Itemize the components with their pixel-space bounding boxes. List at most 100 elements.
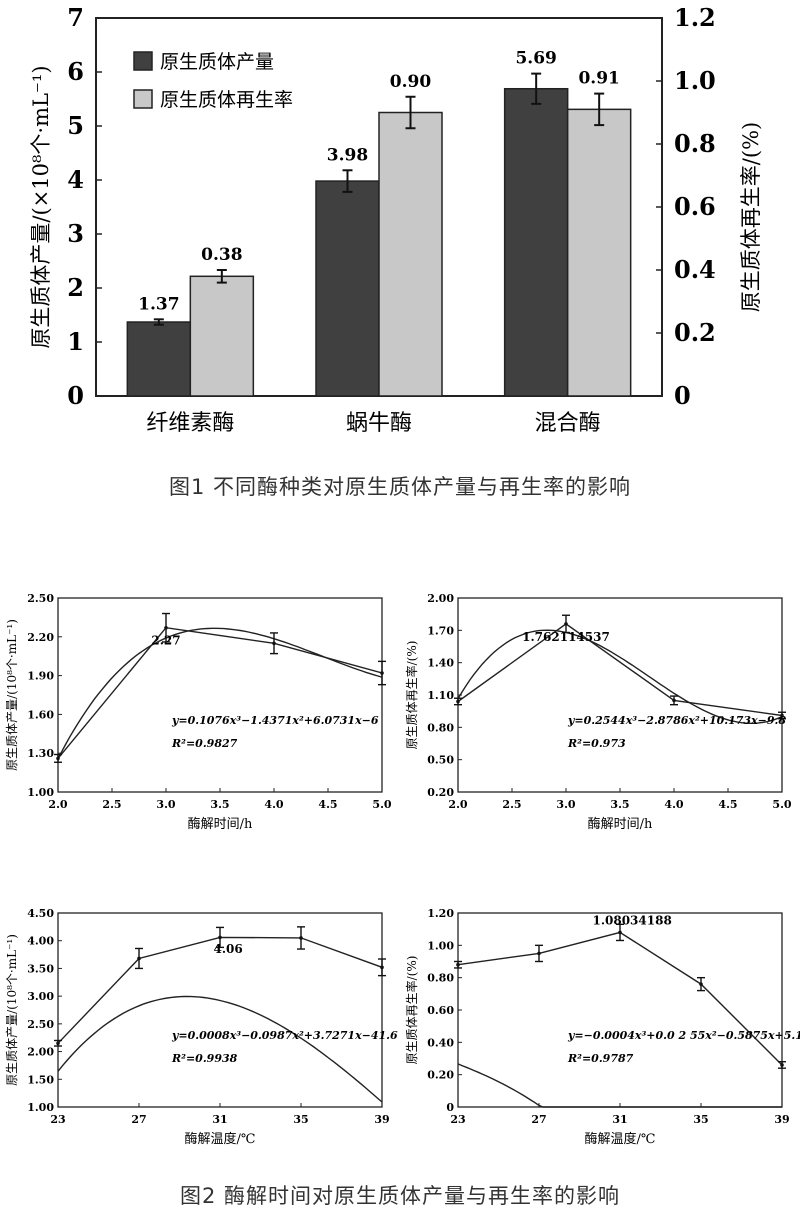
y-tick-label: 1.00 [27, 1101, 54, 1114]
x-tick-label: 4.0 [264, 798, 283, 811]
legend-label: 原生质体产量 [160, 51, 274, 73]
data-point [380, 965, 384, 970]
data-label: 5.69 [515, 49, 556, 69]
y-tick-label: 0.80 [427, 721, 454, 734]
y-tick-label: 5 [67, 111, 84, 140]
x-tick-label: 2.0 [48, 798, 67, 811]
x-tick-label: 23 [450, 1113, 465, 1126]
peak-annotation: 1.08034188 [592, 913, 671, 927]
data-label: 0.91 [578, 69, 619, 89]
y2-tick-label: 0.8 [674, 129, 716, 158]
bar [378, 111, 443, 397]
y-tick-label: 3.50 [27, 962, 54, 975]
figure2-caption: 图2 酶解时间对原生质体产量与再生率的影响 [179, 1184, 621, 1208]
x-tick-label: 混合酶 [535, 411, 601, 436]
y-tick-label: 1.50 [27, 1073, 54, 1086]
y-tick-label: 1.00 [427, 939, 454, 952]
y-tick-label: 0.60 [427, 1004, 454, 1017]
x-tick-label: 5.0 [772, 798, 791, 811]
x-tick-label: 27 [531, 1113, 546, 1126]
y-tick-label: 2.20 [27, 631, 54, 644]
fit-equation: y=0.1076x³−1.4371x²+6.0731x−6 [171, 714, 379, 727]
y-tick-label: 1.30 [27, 747, 54, 760]
fit-r-squared: R²=0.973 [567, 737, 626, 750]
x-tick-label: 39 [374, 1113, 389, 1126]
bar [315, 180, 380, 397]
y-tick-label: 1.20 [427, 907, 454, 920]
y-axis-label: 原生质体产量/(10⁸个·mL⁻¹) [5, 619, 19, 771]
fit-curve [457, 629, 783, 724]
data-point [380, 671, 384, 675]
peak-annotation: 1.762114537 [522, 630, 610, 644]
y-tick-label: 2 [67, 273, 84, 302]
x-tick-label: 2.5 [502, 798, 521, 811]
y-tick-label: 1.10 [427, 689, 454, 702]
fit-curve [457, 1063, 782, 1108]
y-tick-label: 7 [67, 3, 84, 32]
figure2-panel-temperature-yield: 1.00 1.50 2.00 2.50 3.00 3.50 4.00 4.50 23 27 31 35… [5, 907, 398, 1147]
bar [126, 321, 192, 397]
x-axis-label: 酶解时间/h [188, 816, 253, 832]
y-axis-label: 原生质体产量/(×10⁸个·mL⁻¹) [29, 65, 53, 348]
data-point [456, 699, 460, 704]
fit-curve [57, 995, 383, 1103]
data-label: 0.90 [390, 72, 432, 92]
y-tick-label: 4.00 [27, 935, 54, 948]
data-label: 3.98 [327, 145, 368, 165]
peak-annotation: 2.27 [151, 634, 180, 648]
y-tick-label: 2.50 [27, 592, 54, 605]
y-tick-label: 1 [67, 327, 84, 356]
data-line [457, 623, 783, 717]
data-label: 0.38 [201, 245, 242, 265]
y-tick-label: 3 [67, 219, 84, 248]
x-tick-label: 2.5 [102, 798, 121, 811]
y-tick-label: 2.00 [27, 1046, 54, 1059]
legend-swatch [133, 89, 153, 109]
y2-tick-label: 0.2 [674, 318, 716, 347]
y-axis-label: 原生质体产量/(10⁸个·mL⁻¹) [5, 934, 19, 1086]
x-tick-label: 31 [612, 1113, 627, 1126]
y2-tick-label: 0.6 [674, 192, 716, 221]
y-tick-label: 4.50 [27, 907, 54, 920]
x-tick-label: 39 [774, 1113, 789, 1126]
data-point [537, 951, 541, 956]
figure1-caption: 图1 不同酶种类对原生质体产量与再生率的影响 [168, 475, 632, 499]
data-point [299, 936, 303, 940]
x-tick-label: 4.5 [718, 798, 737, 811]
y-axis-label: 原生质体再生率/(%) [404, 956, 419, 1065]
y2-tick-label: 0 [674, 381, 691, 410]
y-tick-label: 0.20 [427, 1069, 454, 1082]
fit-r-squared: R²=0.9827 [171, 737, 238, 750]
fit-equation: y=0.0008x³−0.0987x²+3.7271x−41.6 [171, 1029, 398, 1042]
x-axis-label: 酶解温度/℃ [185, 1131, 256, 1147]
x-tick-label: 纤维素酶 [146, 411, 234, 436]
x-tick-label: 4.5 [318, 798, 337, 811]
x-tick-label: 3.5 [610, 798, 629, 811]
x-tick-label: 35 [693, 1113, 708, 1126]
bar [189, 275, 255, 397]
figure2-panel-time-yield: 1.00 1.30 1.60 1.90 2.20 2.50 2.0 2.5 3.0 3.5 4.0 4… [5, 592, 392, 832]
data-point [699, 982, 703, 986]
x-tick-label: 27 [131, 1113, 146, 1126]
data-point [780, 1063, 784, 1067]
y-tick-label: 0.40 [427, 1036, 454, 1049]
y-tick-label: 4 [67, 165, 84, 194]
y2-tick-label: 1.0 [674, 66, 716, 95]
bar [503, 87, 569, 397]
y-tick-label: 0.20 [427, 786, 454, 799]
y-tick-label: 1.70 [427, 624, 454, 637]
data-point [780, 713, 784, 718]
fit-curve [57, 627, 383, 759]
peak-annotation: 4.06 [213, 942, 242, 956]
y-tick-label: 3.00 [27, 990, 54, 1003]
data-point [272, 641, 276, 646]
x-tick-label: 23 [50, 1113, 65, 1126]
figure1-bar-chart: 0 1 2 3 4 5 6 7 0 0.2 0.4 0.6 0.8 1.0 1.2 纤维素酶 1.37 0.38 蜗… [29, 3, 763, 436]
y-tick-label: 1.90 [27, 670, 54, 683]
data-point [137, 956, 141, 961]
data-point [164, 625, 168, 630]
legend-swatch [133, 51, 153, 71]
x-tick-label: 蜗牛酶 [346, 411, 412, 436]
y-axis-label: 原生质体再生率/(%) [404, 641, 419, 750]
plot-frame [457, 912, 783, 1108]
